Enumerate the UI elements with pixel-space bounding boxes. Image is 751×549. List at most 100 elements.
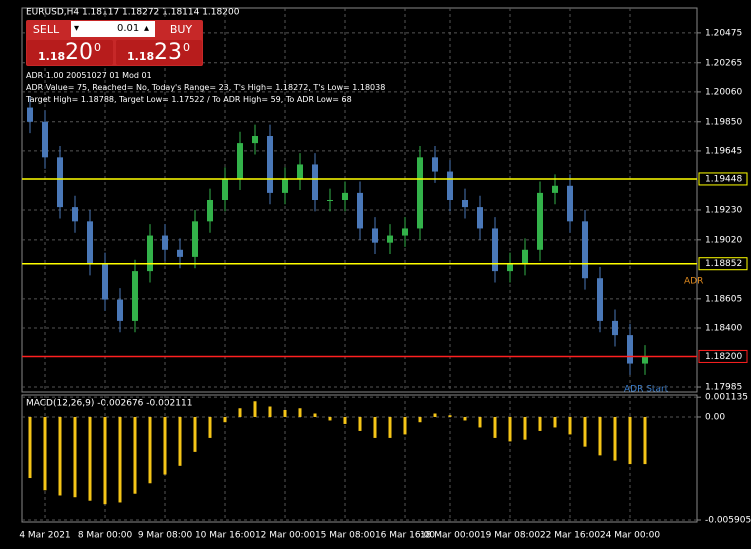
macd-bar bbox=[178, 416, 182, 466]
macd-bar bbox=[328, 416, 332, 421]
macd-bar bbox=[478, 416, 482, 428]
y-tick-label: 0.00 bbox=[705, 412, 725, 422]
candle-body bbox=[597, 278, 603, 321]
macd-bar bbox=[193, 416, 197, 452]
sell-button[interactable]: SELL bbox=[32, 23, 60, 36]
one-click-trading: SELL ▾ 0.01 ▴ BUY 1.18 20 0 1.18 23 0 bbox=[26, 20, 203, 66]
candle-body bbox=[57, 157, 63, 208]
candle-body bbox=[192, 221, 198, 257]
macd-bar bbox=[463, 416, 467, 421]
adr-info: Target High= 1.18788, Target Low= 1.1752… bbox=[26, 95, 352, 104]
macd-bar bbox=[448, 415, 452, 417]
x-tick-label: 19 Mar 08:00 bbox=[480, 531, 540, 541]
candle-body bbox=[342, 192, 348, 200]
candle-body bbox=[177, 249, 183, 257]
macd-bar bbox=[583, 416, 587, 447]
lot-value: 0.01 bbox=[117, 23, 140, 34]
macd-bar bbox=[118, 416, 122, 503]
buy-button[interactable]: BUY bbox=[169, 23, 193, 36]
lot-input[interactable]: ▾ 0.01 ▴ bbox=[71, 21, 155, 37]
macd-title: MACD(12,26,9) -0.002676 -0.002111 bbox=[26, 399, 192, 409]
candle-body bbox=[552, 185, 558, 193]
x-tick-label: 15 Mar 08:00 bbox=[315, 531, 375, 541]
lot-down[interactable]: ▾ bbox=[74, 23, 80, 34]
y-tick-label: 1.18400 bbox=[705, 324, 742, 334]
price-level-box bbox=[698, 172, 748, 186]
macd-bar bbox=[313, 413, 317, 417]
candle-body bbox=[462, 200, 468, 208]
sell-price-small: 1.18 bbox=[38, 50, 66, 63]
candle-body bbox=[27, 107, 33, 122]
candle-body bbox=[357, 192, 363, 229]
macd-bar bbox=[58, 416, 62, 496]
lot-up[interactable]: ▴ bbox=[144, 23, 150, 34]
y-tick-label: 1.19230 bbox=[705, 205, 742, 215]
candle-body bbox=[417, 157, 423, 229]
macd-bar bbox=[523, 416, 527, 440]
macd-frame bbox=[21, 394, 698, 523]
macd-bar bbox=[28, 416, 32, 479]
y-tick-label: 0.001135 bbox=[705, 393, 748, 403]
x-tick-label: 9 Mar 08:00 bbox=[138, 531, 193, 541]
y-tick-label: 1.19645 bbox=[705, 146, 742, 156]
x-tick-label: 16 Mar 16:00 bbox=[375, 531, 435, 541]
candle-body bbox=[282, 178, 288, 193]
macd-bar bbox=[223, 416, 227, 423]
macd-bar bbox=[73, 416, 77, 498]
buy-price[interactable]: 1.18 23 0 bbox=[116, 40, 202, 65]
sell-price[interactable]: 1.18 20 0 bbox=[27, 40, 113, 65]
macd-bar bbox=[358, 416, 362, 431]
y-tick-label: 1.19850 bbox=[705, 117, 742, 127]
macd-bar bbox=[253, 401, 257, 417]
sell-price-point: 0 bbox=[94, 41, 101, 54]
candle-body bbox=[87, 221, 93, 264]
macd-bar bbox=[538, 416, 542, 431]
macd-bar bbox=[133, 416, 137, 494]
x-tick-label: 12 Mar 00:00 bbox=[255, 531, 315, 541]
macd-bar bbox=[283, 410, 287, 417]
macd-bar bbox=[628, 416, 632, 465]
candle-body bbox=[327, 200, 333, 201]
buy-price-small: 1.18 bbox=[127, 50, 155, 63]
adr-info: ADR 1.00 20051027 01 Mod 01 bbox=[26, 71, 152, 80]
adr-start-label: ADR Start bbox=[624, 385, 669, 395]
candle-body bbox=[162, 235, 168, 250]
macd-bar bbox=[373, 416, 377, 438]
price-level-box bbox=[698, 349, 748, 363]
macd-bar bbox=[163, 416, 167, 475]
macd-bar bbox=[268, 406, 272, 417]
price-level-label: 1.18200 bbox=[705, 352, 742, 362]
candle-body bbox=[567, 185, 573, 222]
candle-body bbox=[372, 228, 378, 243]
adr-label: ADR bbox=[684, 277, 703, 287]
macd-bar bbox=[208, 416, 212, 438]
candle-body bbox=[297, 164, 303, 179]
macd-bar bbox=[613, 416, 617, 461]
x-tick-label: 24 Mar 00:00 bbox=[600, 531, 660, 541]
candle-body bbox=[477, 207, 483, 229]
macd-bar bbox=[568, 416, 572, 435]
y-tick-label: 1.19020 bbox=[705, 235, 742, 245]
candle-body bbox=[72, 207, 78, 222]
macd-bar bbox=[388, 416, 392, 438]
macd-bar bbox=[238, 408, 242, 417]
candle-body bbox=[492, 228, 498, 272]
candle-body bbox=[582, 221, 588, 279]
candle-body bbox=[222, 178, 228, 200]
price-level-box bbox=[698, 257, 748, 271]
candle-body bbox=[312, 164, 318, 200]
y-tick-label: 1.20060 bbox=[705, 87, 742, 97]
candle-body bbox=[522, 249, 528, 264]
candle-body bbox=[147, 235, 153, 272]
candle-body bbox=[207, 200, 213, 222]
candle-body bbox=[507, 264, 513, 272]
macd-bar bbox=[493, 416, 497, 438]
macd-bar bbox=[508, 416, 512, 442]
candle-body bbox=[117, 299, 123, 321]
candle-body bbox=[42, 121, 48, 158]
x-tick-label: 18 Mar 00:00 bbox=[420, 531, 480, 541]
macd-bar bbox=[148, 416, 152, 484]
buy-price-big: 23 bbox=[154, 40, 182, 65]
